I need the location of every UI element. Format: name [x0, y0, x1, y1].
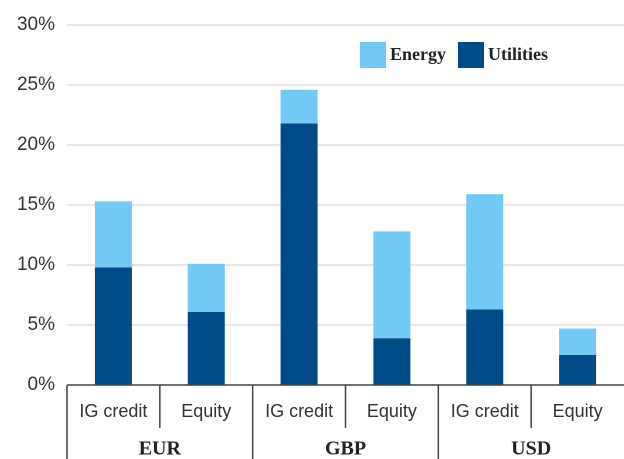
bar-segment: [559, 355, 597, 385]
y-tick-label: 25%: [17, 74, 55, 95]
x-tick-label: IG credit: [451, 401, 519, 421]
x-tick-label: IG credit: [265, 401, 333, 421]
y-tick-label: 0%: [28, 374, 56, 395]
legend-swatch: [360, 42, 386, 68]
y-tick-label: 5%: [28, 314, 56, 335]
legend-label: Utilities: [488, 44, 548, 64]
bar-segment: [466, 194, 504, 310]
y-tick-label: 15%: [17, 194, 55, 215]
legend-label: Energy: [390, 44, 446, 64]
legend-swatch: [458, 42, 484, 68]
bar-segment: [187, 263, 225, 312]
x-tick-label: Equity: [367, 401, 417, 421]
bar-segment: [94, 201, 132, 268]
y-tick-label: 20%: [17, 134, 55, 155]
bar-segment: [373, 338, 411, 385]
bar-segment: [280, 123, 318, 386]
bar-segment: [280, 89, 318, 124]
group-label: EUR: [139, 438, 182, 459]
x-tick-label: IG credit: [79, 401, 147, 421]
x-tick-label: Equity: [181, 401, 231, 421]
group-label: GBP: [325, 438, 366, 459]
y-tick-label: 30%: [17, 14, 55, 35]
bar-segment: [187, 311, 225, 385]
bar-segment: [94, 267, 132, 385]
y-tick-label: 10%: [17, 254, 55, 275]
bar-segment: [373, 231, 411, 339]
bar-segment: [559, 328, 597, 355]
group-label: USD: [511, 438, 551, 459]
x-tick-label: Equity: [553, 401, 603, 421]
bar-segment: [466, 309, 504, 385]
